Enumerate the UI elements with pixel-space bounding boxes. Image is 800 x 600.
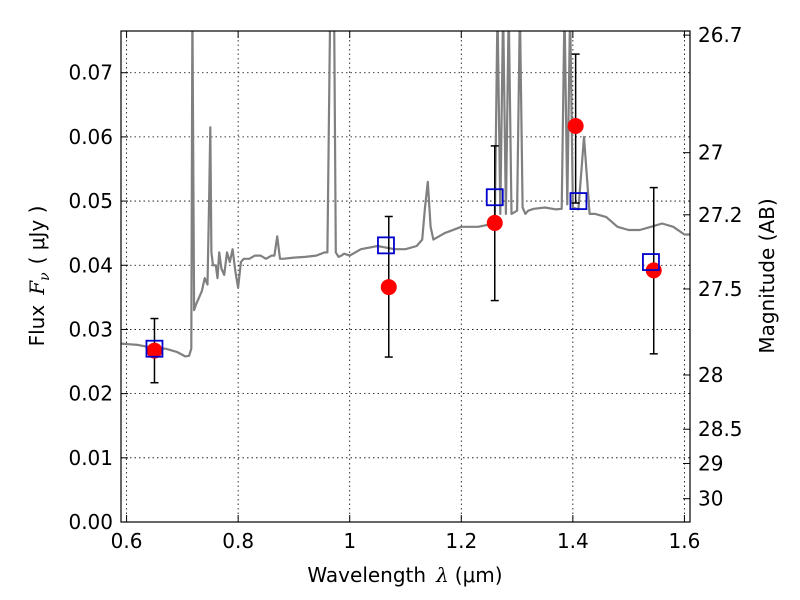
y-tick-label: 0.06 [68,125,113,149]
x-tick-label: 0.6 [111,529,143,553]
y-tick-label: 0.00 [68,510,113,534]
observed-point [486,214,503,231]
y-tick-label: 0.05 [68,189,113,213]
y-axis-label-subscript: ν [37,272,53,281]
x-axis-label-text: Wavelength [307,563,426,587]
y2-tick-label: 27.5 [698,277,743,301]
spectrum-layer [121,31,690,358]
y-axis-label: Flux Fν ( μJy ) [25,206,53,347]
model-point [145,339,164,358]
x-tick-label: 1.4 [557,529,589,553]
ticks-layer: 0.6 0.8 1 1.2 1.4 1.6 0.00 0.01 0.02 0.03 0.04 0.05… [68,23,742,553]
y2-tick-label: 27 [698,141,723,165]
marks-layer [145,53,662,384]
y2-tick-label: 28.5 [698,417,743,441]
x-axis-label-unit: (μm) [455,563,503,587]
model-point [642,253,660,271]
x-tick-label: 1.2 [445,529,477,553]
y2-tick-label: 26.7 [698,23,743,47]
x-axis-label-symbol: λ [435,563,449,587]
y-tick-label: 0.07 [68,61,113,85]
y-axis-label-symbol: F [25,280,49,296]
model-point [569,192,588,210]
y-tick-label: 0.02 [68,382,113,406]
x-tick-label: 1 [343,529,356,553]
plot-frame [120,30,691,523]
y2-tick-label: 28 [698,363,723,387]
observed-point [380,279,397,296]
y-tick-label: 0.04 [68,253,113,277]
x-tick-label: 1.6 [669,529,701,553]
y2-tick-label: 30 [698,487,723,511]
x-tick-label: 0.8 [222,529,254,553]
y-tick-label: 0.03 [68,317,113,341]
observed-point [567,117,584,134]
y-axis-label-text: Flux [25,305,49,347]
y2-axis-label: Magnitude (AB) [755,198,779,353]
spectrum-line [121,31,690,358]
x-axis-label: Wavelength λ (μm) [307,563,502,587]
y2-tick-label: 29 [698,451,723,475]
y-tick-label: 0.01 [68,446,113,470]
model-point [377,236,395,255]
model-point [485,188,504,207]
y-axis-label-unit: ( μJy ) [25,206,49,265]
y2-tick-label: 27.2 [698,203,743,227]
